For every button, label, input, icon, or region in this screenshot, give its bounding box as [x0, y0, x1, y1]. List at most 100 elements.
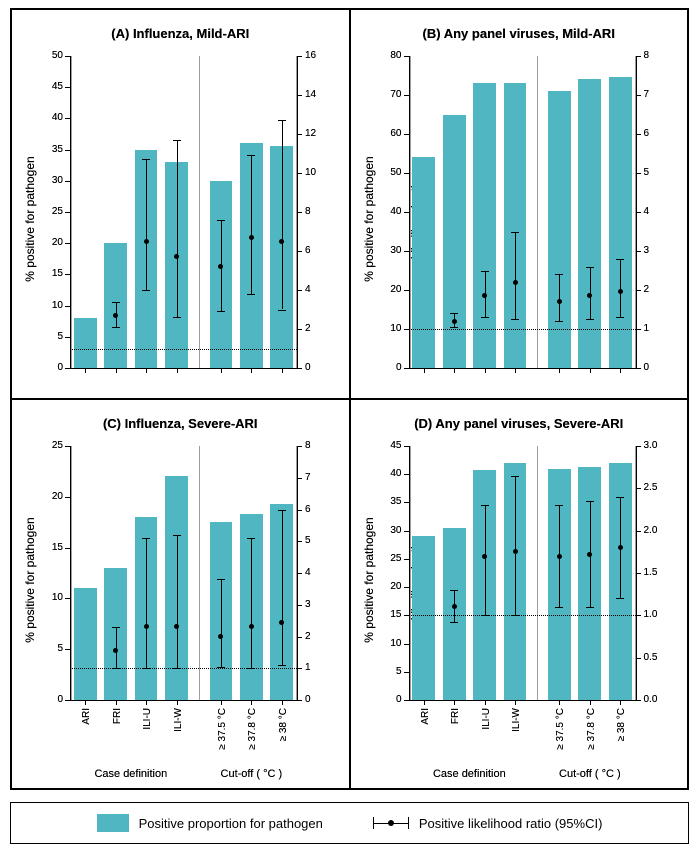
y-right-tick: 1: [305, 662, 330, 673]
y-right-tick: 5: [305, 535, 330, 546]
panel-title: (D) Any panel viruses, Severe-ARI: [351, 416, 688, 431]
bar: [548, 91, 571, 368]
lr-point: [513, 280, 518, 285]
reference-line: [409, 329, 636, 330]
y-left-tick: 35: [377, 496, 402, 507]
y-right-tick: 10: [305, 167, 330, 178]
lr-point: [618, 545, 623, 550]
lr-point: [113, 313, 118, 318]
x-tick-label: ILI-U: [142, 708, 153, 763]
reference-line: [70, 349, 297, 350]
legend-label-ci: Positive likelihood ratio (95%CI): [419, 816, 603, 831]
y-right-tick: 0: [305, 362, 330, 373]
x-group-label: Cut-off ( °C ): [540, 768, 640, 780]
y-right-tick: 14: [305, 89, 330, 100]
reference-line: [409, 615, 636, 616]
x-group-label: Case definition: [419, 768, 519, 780]
legend-ci-icon: [373, 814, 409, 832]
reference-line: [70, 668, 297, 669]
y-left-tick: 15: [377, 609, 402, 620]
group-separator: [635, 446, 636, 700]
y-right-tick: 12: [305, 128, 330, 139]
x-group-label: Cut-off ( °C ): [201, 768, 301, 780]
y-right-tick: 7: [305, 472, 330, 483]
group-separator: [296, 56, 297, 368]
y-right-tick: 2: [305, 631, 330, 642]
y-left-label: % positive for pathogen: [23, 517, 37, 642]
y-left-tick: 5: [38, 331, 63, 342]
y-left-tick: 30: [377, 525, 402, 536]
y-right-tick: 2.0: [644, 525, 669, 536]
y-right-tick: 16: [305, 50, 330, 61]
x-tick-label: ILI-W: [511, 708, 522, 763]
lr-point: [279, 620, 284, 625]
panel-title: (C) Influenza, Severe-ARI: [12, 416, 349, 431]
y-right-tick: 8: [305, 440, 330, 451]
y-right-tick: 1.0: [644, 609, 669, 620]
y-right-tick: 2: [644, 284, 669, 295]
y-left-tick: 10: [377, 323, 402, 334]
group-separator: [537, 56, 538, 368]
group-separator: [635, 56, 636, 368]
x-tick-label: ARI: [420, 708, 431, 763]
y-left-tick: 45: [377, 440, 402, 451]
x-tick-label: ≥ 37.5 °C: [555, 708, 566, 763]
x-tick-label: FRI: [112, 708, 123, 763]
y-right-tick: 0: [305, 694, 330, 705]
y-left-tick: 0: [377, 694, 402, 705]
panel-d: (D) Any panel viruses, Severe-ARI0510152…: [350, 399, 689, 789]
y-right-tick: 0.5: [644, 652, 669, 663]
y-right-tick: 0: [644, 362, 669, 373]
bar: [609, 77, 632, 368]
y-left-tick: 10: [377, 638, 402, 649]
y-left-tick: 20: [38, 491, 63, 502]
y-right-tick: 1.5: [644, 567, 669, 578]
x-tick-label: FRI: [450, 708, 461, 763]
y-right-tick: 2: [305, 323, 330, 334]
y-left-tick: 10: [38, 300, 63, 311]
y-left-tick: 25: [38, 206, 63, 217]
group-separator: [71, 56, 72, 368]
x-tick-label: ILI-U: [481, 708, 492, 763]
group-separator: [296, 446, 297, 700]
y-left-tick: 20: [38, 237, 63, 248]
lr-point: [452, 319, 457, 324]
group-separator: [537, 446, 538, 700]
legend-label-bars: Positive proportion for pathogen: [139, 816, 323, 831]
x-group-label: Case definition: [81, 768, 181, 780]
y-left-tick: 15: [38, 268, 63, 279]
bar: [473, 83, 496, 368]
y-left-tick: 30: [377, 245, 402, 256]
x-tick-label: ARI: [81, 708, 92, 763]
group-separator: [410, 446, 411, 700]
y-left-tick: 50: [377, 167, 402, 178]
panel-b: (B) Any panel viruses, Mild-ARI010203040…: [350, 9, 689, 399]
y-right-tick: 5: [644, 167, 669, 178]
y-left-tick: 40: [377, 468, 402, 479]
group-separator: [410, 56, 411, 368]
y-left-tick: 80: [377, 50, 402, 61]
x-tick-label: ≥ 37.5 °C: [217, 708, 228, 763]
bar: [412, 536, 435, 700]
bar: [74, 318, 97, 368]
y-left-tick: 45: [38, 81, 63, 92]
legend-swatch: [97, 814, 129, 832]
group-separator: [71, 446, 72, 700]
lr-point: [144, 239, 149, 244]
bar: [412, 157, 435, 368]
y-left-tick: 25: [377, 553, 402, 564]
y-left-tick: 0: [377, 362, 402, 373]
y-left-tick: 35: [38, 144, 63, 155]
y-left-tick: 5: [38, 643, 63, 654]
y-right-tick: 4: [644, 206, 669, 217]
y-left-label: % positive for pathogen: [23, 156, 37, 281]
y-right-tick: 4: [305, 284, 330, 295]
group-separator: [199, 446, 200, 700]
y-right-tick: 1: [644, 323, 669, 334]
panel-c: (C) Influenza, Severe-ARI0510152025% pos…: [11, 399, 350, 789]
y-right-tick: 7: [644, 89, 669, 100]
y-left-tick: 0: [38, 694, 63, 705]
y-left-label: % positive for pathogen: [362, 156, 376, 281]
y-left-tick: 60: [377, 128, 402, 139]
y-left-tick: 20: [377, 581, 402, 592]
